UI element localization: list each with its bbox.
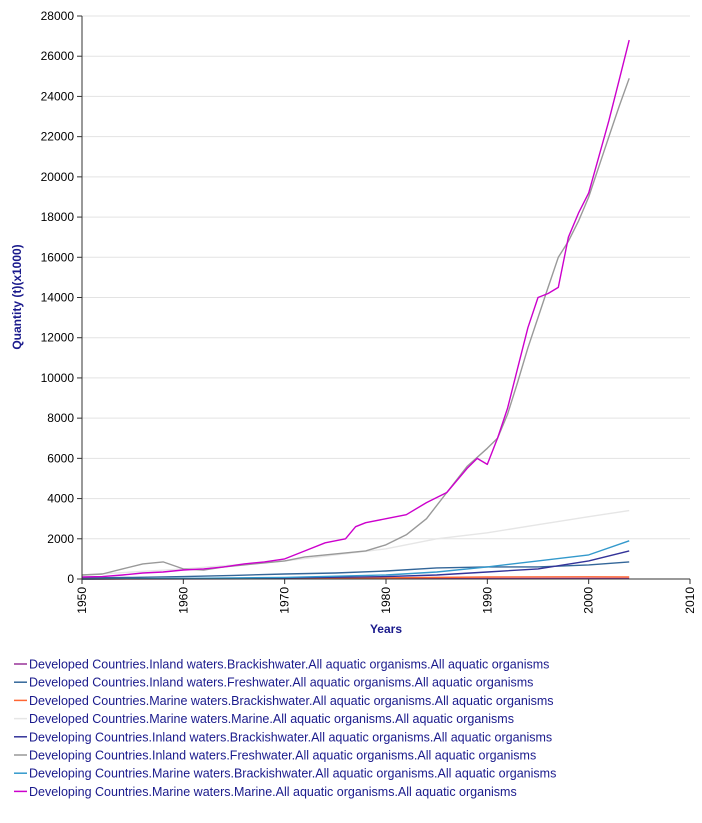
y-tick-label: 10000 [41,371,75,385]
series-line [81,540,630,580]
y-tick-label: 0 [67,572,74,586]
y-tick-label: 22000 [41,130,75,144]
gridlines [82,15,690,540]
x-tick-label: 1990 [480,587,494,614]
x-tick-label: 1960 [176,587,190,614]
legend-entry: Developing Countries.Inland waters.Fresh… [29,749,536,763]
legend-entry: Developed Countries.Marine waters.Marine… [29,712,514,726]
legend-entry: Developing Countries.Inland waters.Brack… [29,730,552,744]
y-tick-label: 16000 [41,250,75,264]
series-line [81,39,630,578]
series-line [81,561,630,579]
x-tick-label: 2000 [582,587,596,614]
legend-entry: Developed Countries.Inland waters.Freshw… [29,676,533,690]
y-tick-label: 12000 [41,331,75,345]
y-tick-labels: 0 2000 4000 6000 8000 10000 12000 14000 16000 180… [41,9,75,586]
y-tick-label: 20000 [41,170,75,184]
y-tick-label: 24000 [41,89,75,103]
x-tick-label: 2010 [683,587,697,614]
y-tick-label: 26000 [41,49,75,63]
y-tick-label: 18000 [41,210,75,224]
series-line [81,550,630,580]
legend-entry: Developed Countries.Inland waters.Bracki… [29,658,549,672]
y-axis-label: Quantity (t)(x1000) [10,244,24,349]
legend: Developed Countries.Inland waters.Bracki… [14,658,556,799]
y-tick-label: 6000 [47,451,74,465]
axes [77,15,691,584]
series-line [81,509,630,576]
legend-entry: Developing Countries.Marine waters.Brack… [29,767,556,781]
x-tick-label: 1950 [75,587,89,614]
x-axis-label: Years [370,622,402,636]
x-tick-label: 1980 [379,587,393,614]
y-tick-label: 4000 [47,492,74,506]
x-tick-label: 1970 [278,587,292,614]
x-tick-labels: 1950 1960 1970 1980 1990 2000 2010 [75,587,697,614]
y-tick-label: 14000 [41,291,75,305]
legend-entry: Developed Countries.Marine waters.Bracki… [29,694,554,708]
y-tick-label: 8000 [47,411,74,425]
y-tick-label: 28000 [41,9,75,23]
legend-entry: Developing Countries.Marine waters.Marin… [29,785,517,799]
series-line [81,78,630,576]
y-tick-label: 2000 [47,532,74,546]
